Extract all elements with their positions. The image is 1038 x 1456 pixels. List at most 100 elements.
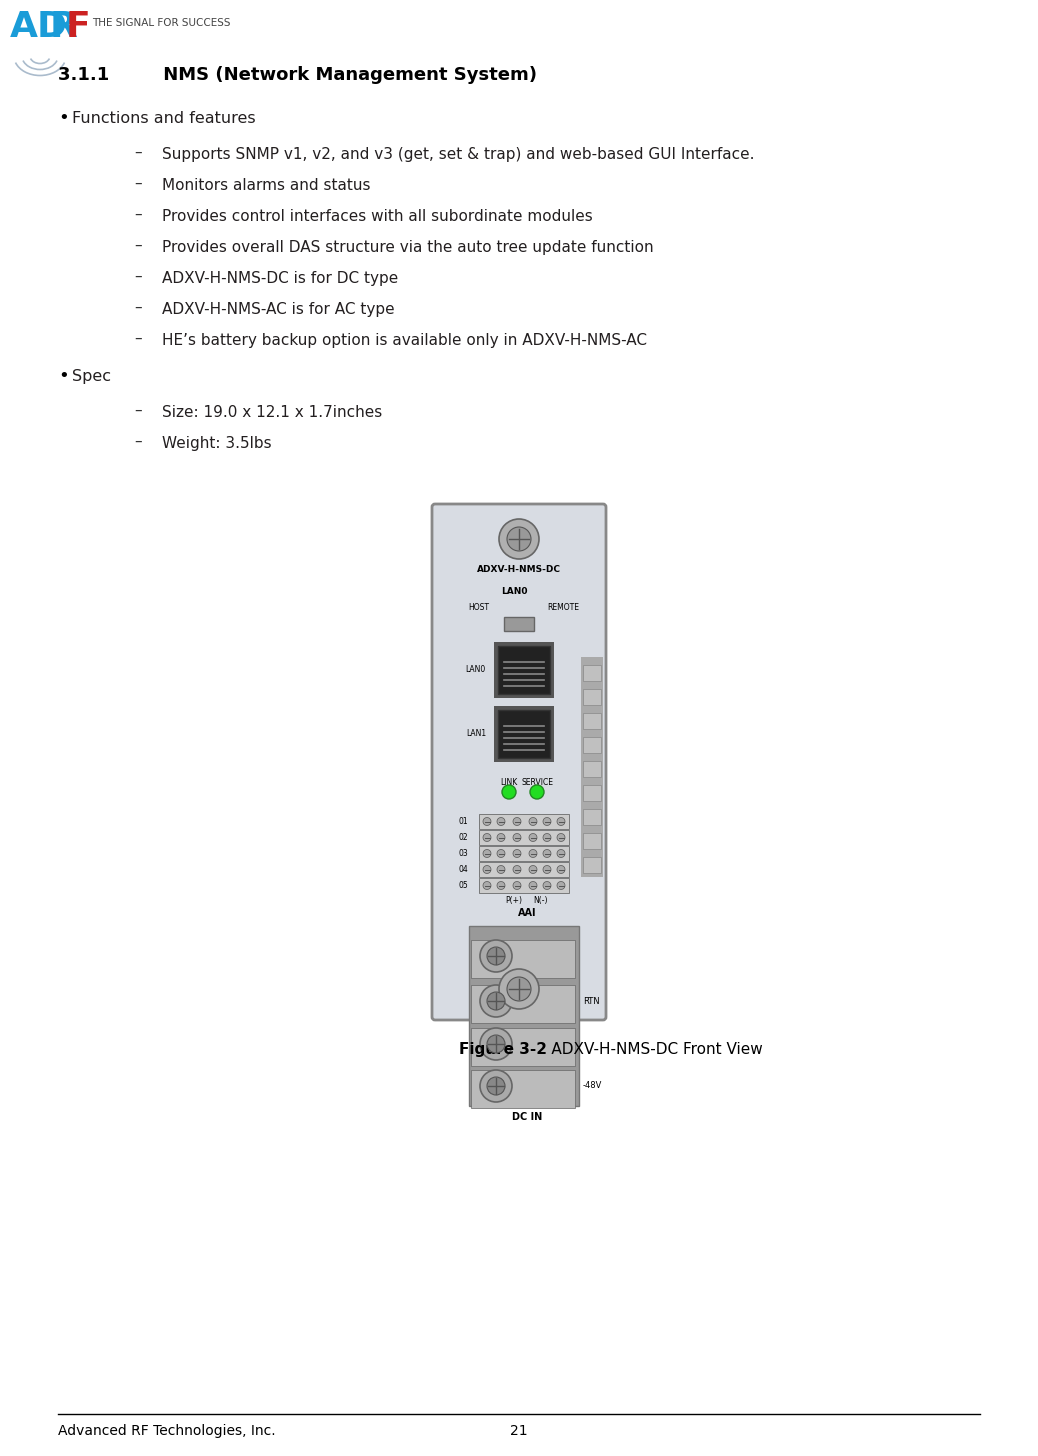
Circle shape [483, 881, 491, 890]
Circle shape [480, 1028, 512, 1060]
Text: ADXV-H-NMS-DC: ADXV-H-NMS-DC [477, 565, 561, 574]
Text: R: R [50, 10, 78, 44]
Text: HOST: HOST [468, 603, 489, 612]
Circle shape [543, 817, 551, 826]
Bar [471, 1028, 575, 1066]
Bar [583, 665, 601, 681]
Text: SERVICE: SERVICE [521, 778, 553, 788]
Text: Advanced RF Technologies, Inc.: Advanced RF Technologies, Inc. [58, 1424, 276, 1439]
Text: F: F [66, 10, 90, 44]
Circle shape [487, 992, 506, 1010]
Circle shape [529, 817, 537, 826]
Circle shape [483, 833, 491, 842]
Circle shape [557, 817, 565, 826]
Text: 05: 05 [458, 881, 468, 891]
Bar [479, 846, 569, 860]
Circle shape [529, 849, 537, 858]
Bar [581, 657, 603, 877]
Circle shape [543, 849, 551, 858]
Circle shape [557, 849, 565, 858]
Circle shape [499, 970, 539, 1009]
Circle shape [483, 865, 491, 874]
Text: •: • [58, 109, 69, 127]
Text: –: – [134, 207, 142, 221]
Circle shape [497, 865, 506, 874]
Circle shape [507, 977, 531, 1002]
Text: –: – [134, 269, 142, 284]
Text: ADXV-H-NMS-AC is for AC type: ADXV-H-NMS-AC is for AC type [162, 301, 394, 317]
Circle shape [557, 865, 565, 874]
Text: 3.1.1   NMS (Network Management System): 3.1.1 NMS (Network Management System) [58, 66, 537, 84]
Circle shape [513, 881, 521, 890]
Text: DC IN: DC IN [512, 1112, 542, 1123]
Circle shape [543, 865, 551, 874]
Circle shape [487, 1077, 506, 1095]
Circle shape [557, 833, 565, 842]
Bar [479, 814, 569, 828]
Circle shape [480, 1070, 512, 1102]
Text: N(-): N(-) [534, 895, 548, 906]
Circle shape [480, 941, 512, 973]
Circle shape [497, 849, 506, 858]
Bar [583, 858, 601, 874]
Circle shape [487, 1035, 506, 1053]
Circle shape [513, 817, 521, 826]
Text: REMOTE: REMOTE [547, 603, 579, 612]
Text: –: – [134, 403, 142, 418]
Bar [494, 706, 554, 761]
Bar [471, 1070, 575, 1108]
Text: Weight: 3.5lbs: Weight: 3.5lbs [162, 435, 272, 451]
Bar [479, 830, 569, 844]
Text: Functions and features: Functions and features [72, 111, 255, 127]
Text: -48V: -48V [583, 1082, 602, 1091]
Text: –: – [134, 146, 142, 160]
Text: Size: 19.0 x 12.1 x 1.7inches: Size: 19.0 x 12.1 x 1.7inches [162, 405, 382, 419]
Bar [583, 785, 601, 801]
Bar [494, 642, 554, 697]
Text: Provides overall DAS structure via the auto tree update function: Provides overall DAS structure via the a… [162, 240, 654, 255]
Circle shape [487, 946, 506, 965]
Text: AAI: AAI [518, 909, 537, 917]
Bar [583, 810, 601, 826]
Circle shape [513, 865, 521, 874]
Circle shape [499, 518, 539, 559]
Text: LAN0: LAN0 [500, 587, 527, 596]
Circle shape [529, 881, 537, 890]
Text: 04: 04 [458, 865, 468, 875]
Text: ADXV-H-NMS-DC Front View: ADXV-H-NMS-DC Front View [527, 1042, 763, 1057]
Circle shape [543, 833, 551, 842]
Bar [498, 711, 550, 759]
Bar [583, 761, 601, 778]
Text: –: – [134, 176, 142, 191]
Text: –: – [134, 300, 142, 314]
Circle shape [483, 817, 491, 826]
Bar [479, 878, 569, 893]
Bar [498, 646, 550, 695]
Bar [479, 862, 569, 877]
Bar [583, 689, 601, 705]
Text: LINK: LINK [500, 778, 518, 788]
Circle shape [483, 849, 491, 858]
Bar [471, 986, 575, 1024]
Text: THE SIGNAL FOR SUCCESS: THE SIGNAL FOR SUCCESS [92, 17, 230, 28]
Text: •: • [58, 367, 69, 384]
Bar [469, 926, 579, 1107]
Circle shape [480, 986, 512, 1016]
Circle shape [529, 865, 537, 874]
Text: Provides control interfaces with all subordinate modules: Provides control interfaces with all sub… [162, 210, 593, 224]
Circle shape [507, 527, 531, 550]
Circle shape [497, 833, 506, 842]
Text: LAN0: LAN0 [466, 665, 486, 674]
Text: ADXV-H-NMS-DC is for DC type: ADXV-H-NMS-DC is for DC type [162, 271, 399, 285]
Circle shape [557, 881, 565, 890]
Circle shape [497, 881, 506, 890]
Text: LAN1: LAN1 [466, 729, 486, 738]
Text: –: – [134, 434, 142, 448]
Bar [583, 713, 601, 729]
Text: HE’s battery backup option is available only in ADXV-H-NMS-AC: HE’s battery backup option is available … [162, 333, 647, 348]
Circle shape [529, 833, 537, 842]
Text: Monitors alarms and status: Monitors alarms and status [162, 178, 371, 194]
Text: 03: 03 [458, 849, 468, 859]
Circle shape [502, 785, 516, 799]
Text: Supports SNMP v1, v2, and v3 (get, set & trap) and web-based GUI Interface.: Supports SNMP v1, v2, and v3 (get, set &… [162, 147, 755, 162]
